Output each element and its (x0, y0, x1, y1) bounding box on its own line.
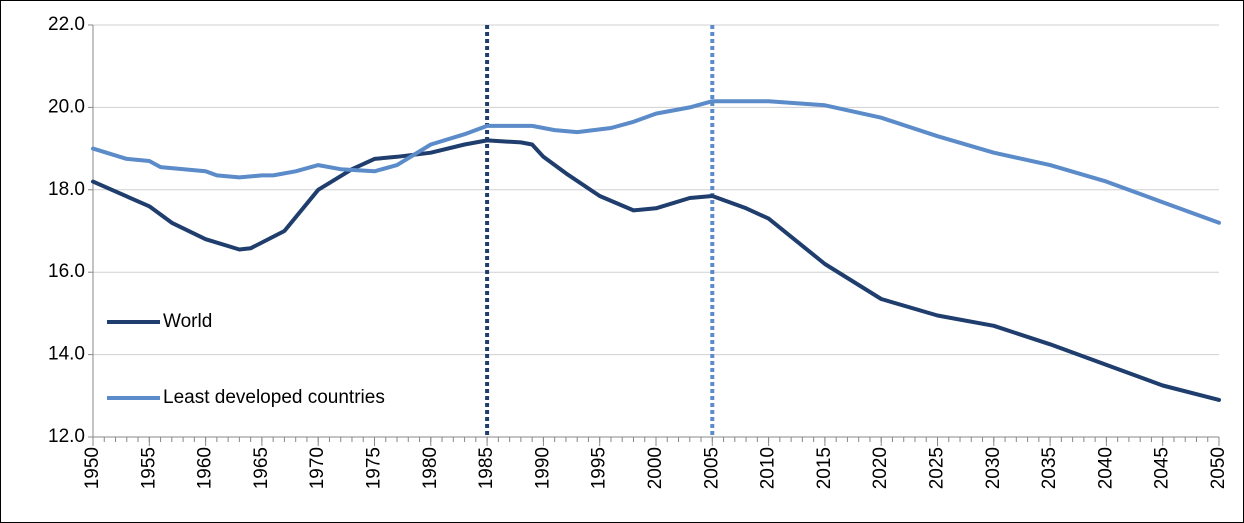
y-tick-label: 20.0 (48, 96, 85, 117)
x-tick-label: 2005 (701, 447, 722, 489)
y-tick-label: 14.0 (48, 344, 85, 365)
x-tick-label: 1995 (589, 447, 610, 489)
legend-label: World (163, 311, 212, 332)
line-series (91, 99, 1221, 225)
x-tick-label: 1990 (532, 447, 553, 489)
y-tick-label: 16.0 (48, 261, 85, 282)
x-tick-label: 2000 (645, 447, 666, 489)
y-tick-label: 12.0 (48, 426, 85, 447)
x-tick-label: 2015 (814, 447, 835, 489)
x-tick-label: 1985 (476, 447, 497, 489)
x-tick-label: 2040 (1095, 447, 1116, 489)
x-tick-label: 1970 (307, 447, 328, 489)
legend-label: Least developed countries (163, 387, 385, 408)
x-tick-label: 2025 (927, 447, 948, 489)
x-tick-label: 2035 (1039, 447, 1060, 489)
x-tick-label: 1975 (364, 447, 385, 489)
x-tick-label: 1980 (420, 447, 441, 489)
x-tick-label: 1965 (251, 447, 272, 489)
y-tick-label: 22.0 (48, 14, 85, 35)
y-tick-label: 18.0 (48, 179, 85, 200)
x-tick-label: 1955 (138, 447, 159, 489)
x-tick-label: 2010 (758, 447, 779, 489)
x-tick-label: 2050 (1208, 447, 1229, 489)
line-series (91, 138, 1221, 402)
x-tick-label: 2020 (870, 447, 891, 489)
x-tick-label: 2045 (1152, 447, 1173, 489)
x-tick-label: 1960 (195, 447, 216, 489)
x-tick-label: 1950 (82, 447, 103, 489)
x-tick-label: 2030 (983, 447, 1004, 489)
